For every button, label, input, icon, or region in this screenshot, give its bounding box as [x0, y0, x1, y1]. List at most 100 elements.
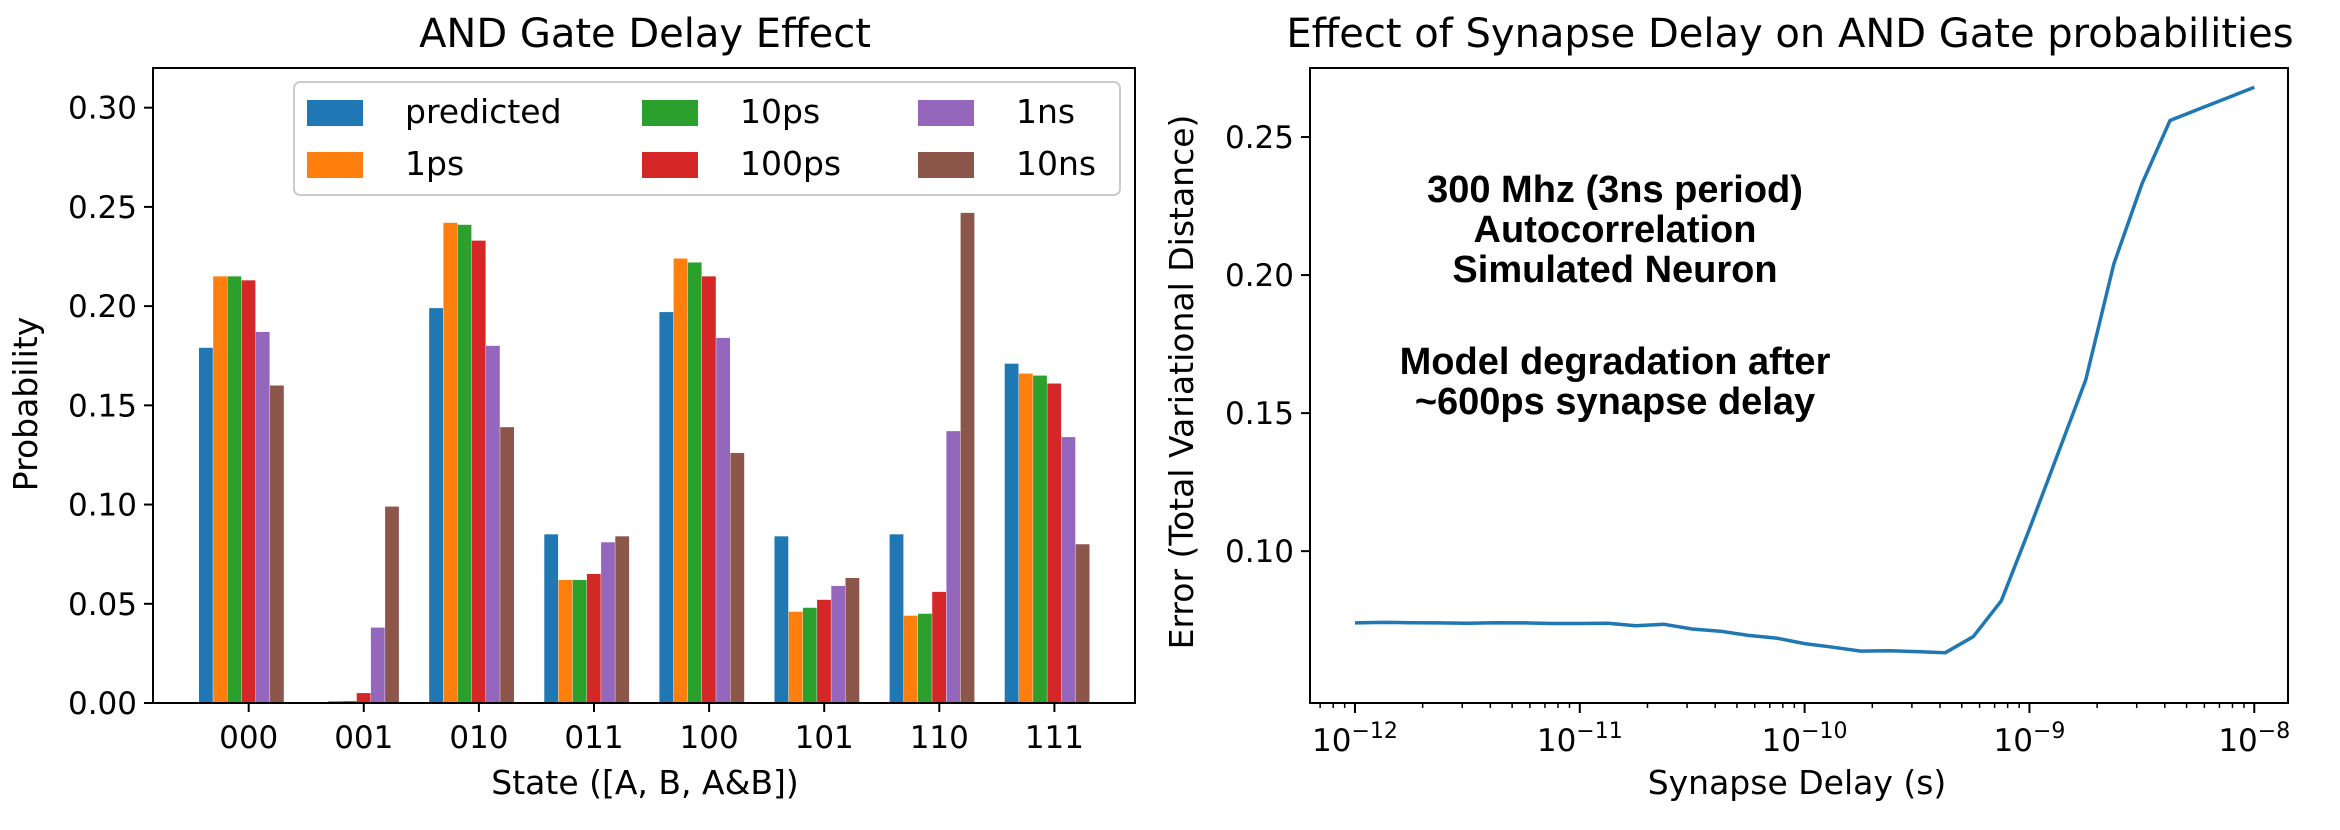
bar-predicted-000 [199, 347, 213, 703]
y-tick-label: 0.15 [1225, 396, 1294, 432]
bar-100ps-111 [1047, 383, 1062, 703]
bar-1ns-000 [255, 331, 270, 703]
x-tick-label: 10−8 [2218, 719, 2290, 759]
x-tick-label: 011 [564, 720, 623, 756]
bar-series-group [199, 212, 1090, 703]
x-tick-label: 10−10 [1762, 719, 1848, 759]
y-tick-label: 0.10 [68, 488, 137, 524]
annotation-block-1: 300 Mhz (3ns period) Autocorrelation Sim… [1427, 169, 1803, 291]
bar-1ns-011 [601, 542, 615, 703]
annotation-line: 300 Mhz (3ns period) [1427, 169, 1803, 211]
line-chart-title: Effect of Synapse Delay on AND Gate prob… [1286, 11, 2293, 57]
bar-1ps-000 [213, 276, 227, 703]
bar-predicted-010 [429, 308, 443, 703]
y-tick-label: 0.00 [68, 686, 137, 722]
annotation-line: Model degradation after [1400, 341, 1831, 383]
line-chart: Effect of Synapse Delay on AND Gate prob… [1162, 11, 2294, 802]
legend-swatch-100ps [642, 152, 698, 178]
bar-1ps-101 [788, 611, 803, 703]
y-tick-label: 0.25 [1225, 120, 1294, 156]
bar-1ps-010 [443, 222, 458, 703]
y-tick-label: 0.25 [68, 190, 137, 226]
bar-y-axis-ticks: 0.00 0.05 0.10 0.15 0.20 0.25 0.30 [68, 91, 153, 722]
bar-10ps-101 [802, 607, 817, 703]
y-tick-label: 0.05 [68, 587, 137, 623]
bar-1ps-100 [673, 258, 688, 703]
annotation-block-2: Model degradation after ~600ps synapse d… [1400, 341, 1831, 423]
bar-10ns-111 [1075, 544, 1090, 703]
bar-predicted-100 [659, 312, 674, 703]
x-tick-label: 10−11 [1537, 719, 1623, 759]
line-y-axis-ticks: 0.10 0.15 0.20 0.25 [1225, 120, 1310, 570]
legend-swatch-predicted [307, 100, 363, 126]
annotation-line: Simulated Neuron [1452, 249, 1777, 291]
x-tick-label: 10−12 [1312, 719, 1398, 759]
bar-10ns-101 [845, 577, 860, 703]
y-tick-label: 0.20 [1225, 258, 1294, 294]
bar-10ns-110 [960, 212, 975, 703]
bar-predicted-110 [889, 534, 904, 703]
legend-label-10ns: 10ns [1016, 144, 1096, 183]
bar-100ps-101 [817, 599, 831, 703]
bar-predicted-011 [544, 534, 559, 703]
legend-label-100ps: 100ps [740, 144, 841, 183]
bar-10ns-000 [270, 385, 284, 703]
bar-predicted-101 [774, 536, 789, 703]
legend-swatch-1ps [307, 152, 363, 178]
legend-label-1ns: 1ns [1016, 92, 1075, 131]
bar-10ns-011 [615, 536, 630, 703]
y-tick-label: 0.20 [68, 289, 137, 325]
annotation-line: ~600ps synapse delay [1415, 381, 1815, 423]
x-tick-label: 101 [795, 720, 854, 756]
line-x-axis-ticks: 10−12 10−11 10−10 10−9 10−8 [1312, 703, 2290, 759]
x-tick-label: 111 [1025, 720, 1084, 756]
bar-100ps-000 [241, 280, 256, 703]
x-tick-label: 10−9 [1994, 719, 2066, 759]
y-tick-label: 0.30 [68, 91, 137, 127]
bar-chart-frame [152, 67, 1136, 704]
bar-100ps-110 [932, 591, 946, 703]
legend-label-1ps: 1ps [405, 144, 464, 183]
x-tick-label: 001 [334, 720, 393, 756]
bar-10ps-110 [918, 613, 932, 703]
bar-10ns-010 [500, 427, 514, 703]
line-chart-xlabel: Synapse Delay (s) [1648, 763, 1947, 802]
bar-100ps-100 [702, 276, 716, 703]
legend-swatch-1ns [918, 100, 974, 126]
bar-10ps-011 [572, 579, 587, 703]
bar-10ps-100 [687, 262, 702, 703]
line-chart-frame [1309, 67, 2289, 704]
bar-10ps-000 [227, 276, 242, 703]
bar-x-axis-ticks: 000 001 010 011 100 101 110 111 [219, 703, 1084, 756]
bar-1ns-101 [831, 585, 846, 703]
bar-chart: AND Gate Delay Effect State ([A, B, A&B]… [6, 11, 1136, 802]
bar-chart-title: AND Gate Delay Effect [419, 11, 871, 57]
bar-chart-ylabel: Probability [6, 317, 45, 491]
bar-1ns-100 [716, 337, 730, 703]
bar-10ns-001 [385, 506, 399, 703]
error-series-line [1354, 85, 2255, 655]
legend-label-10ps: 10ps [740, 92, 820, 131]
bar-10ps-111 [1033, 375, 1047, 703]
bar-1ns-001 [370, 627, 385, 703]
bar-predicted-111 [1004, 363, 1019, 703]
legend-label-predicted: predicted [405, 92, 562, 131]
legend-swatch-10ps [642, 100, 698, 126]
line-chart-ylabel: Error (Total Variational Distance) [1162, 115, 1201, 650]
bar-1ns-010 [486, 345, 500, 703]
legend-frame [293, 81, 1121, 196]
bar-10ps-010 [457, 224, 472, 703]
y-tick-label: 0.15 [68, 388, 137, 424]
bar-legend: predicted 1ps 10ps 100ps 1ns 10ns [293, 81, 1121, 196]
x-tick-label: 010 [449, 720, 508, 756]
bar-1ps-011 [558, 579, 573, 703]
annotation-line: Autocorrelation [1474, 209, 1757, 251]
bar-100ps-011 [586, 574, 601, 703]
x-tick-label: 000 [219, 720, 278, 756]
bar-10ns-100 [730, 452, 745, 703]
bar-chart-xlabel: State ([A, B, A&B]) [491, 763, 798, 802]
bar-1ps-110 [903, 615, 918, 703]
bar-100ps-001 [356, 693, 371, 703]
x-tick-label: 110 [910, 720, 969, 756]
